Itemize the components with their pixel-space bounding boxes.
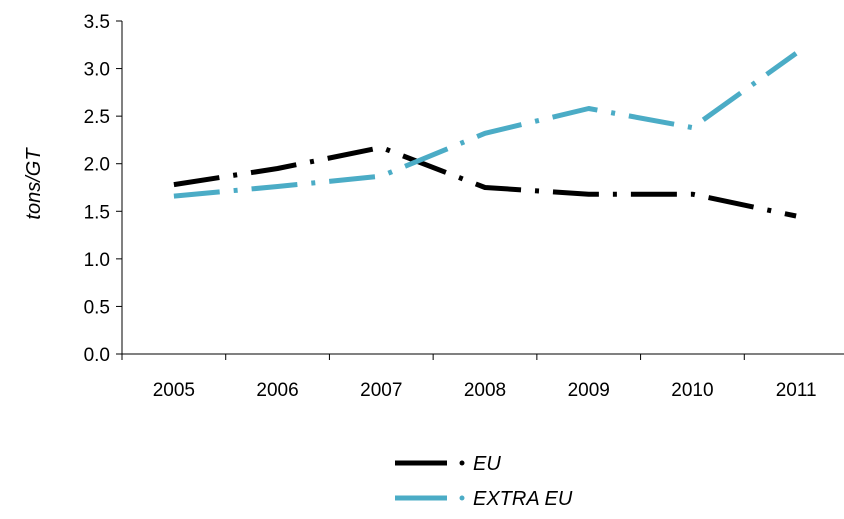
y-tick-label: 2.5 <box>84 107 110 128</box>
y-tick-label: 0.5 <box>84 297 110 318</box>
y-tick-label: 3.5 <box>84 12 110 33</box>
legend: EU EXTRA EU <box>395 453 573 510</box>
x-axis-ticks: 2005 2006 2007 2008 2009 2010 2011 <box>122 354 844 401</box>
x-tick-label: 2010 <box>671 380 713 401</box>
series-line-extra-eu <box>174 53 796 196</box>
y-tick-label: 2.0 <box>84 155 110 176</box>
legend-label-extra-eu: EXTRA EU <box>473 488 573 510</box>
x-tick-label: 2008 <box>464 380 506 401</box>
series-line-eu <box>174 148 796 217</box>
x-tick-label: 2007 <box>360 380 402 401</box>
y-axis-title: tons/GT <box>23 147 45 220</box>
x-tick-label: 2006 <box>256 380 298 401</box>
legend-dot-eu <box>460 461 465 466</box>
x-tick-label: 2011 <box>776 380 817 401</box>
y-tick-label: 3.0 <box>84 60 110 81</box>
y-tick-label: 1.0 <box>84 250 110 271</box>
y-axis-ticks: 0.0 0.5 1.0 1.5 2.0 2.5 3.0 3.5 <box>84 12 122 366</box>
x-tick-label: 2005 <box>153 380 195 401</box>
series-lines <box>174 53 796 216</box>
legend-dot-extra-eu <box>460 496 465 501</box>
x-tick-label: 2009 <box>568 380 610 401</box>
y-tick-label: 1.5 <box>84 202 110 223</box>
legend-label-eu: EU <box>473 453 501 475</box>
y-tick-label: 0.0 <box>84 345 110 366</box>
